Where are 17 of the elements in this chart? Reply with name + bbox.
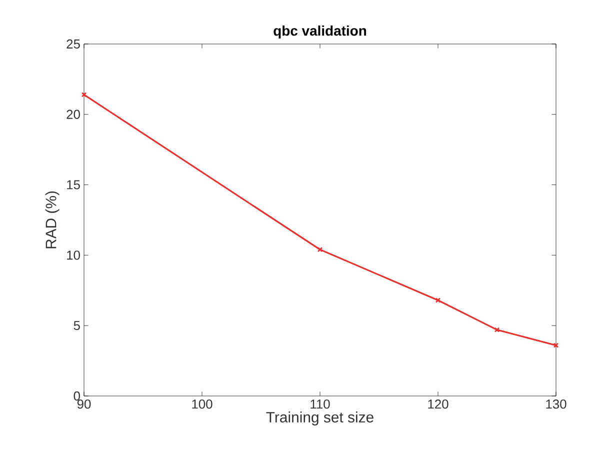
x-tick-label: 90 [77, 400, 91, 409]
y-tick-label: 0 [74, 391, 80, 401]
x-tick-label: 130 [546, 400, 566, 409]
y-tick-label: 10 [67, 250, 80, 260]
y-axis-title: RAD (%) [45, 191, 60, 248]
y-tick-label: 25 [66, 39, 80, 49]
chart-title: qbc validation [274, 25, 366, 38]
y-tick-label: 5 [74, 321, 80, 330]
point [435, 298, 441, 303]
x-tick-label: 110 [310, 400, 330, 409]
y-tick-label: 20 [66, 110, 80, 119]
x-tick-label: 120 [428, 400, 448, 409]
x-tick-label: 100 [192, 400, 212, 409]
point [317, 246, 323, 252]
x-axis-title: Training set size [266, 412, 374, 426]
y-tick-label: 15 [67, 180, 80, 190]
point [494, 327, 500, 332]
